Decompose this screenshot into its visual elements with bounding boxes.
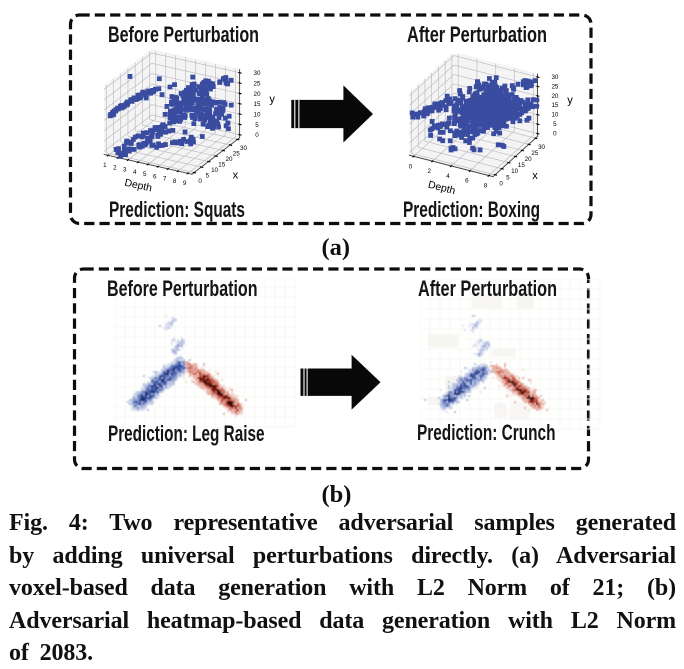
- svg-text:2: 2: [113, 164, 117, 171]
- svg-text:20: 20: [525, 156, 532, 163]
- svg-text:25: 25: [531, 149, 538, 156]
- svg-text:20: 20: [254, 90, 261, 97]
- svg-text:0: 0: [553, 130, 557, 137]
- svg-text:x: x: [532, 170, 538, 182]
- svg-text:25: 25: [233, 150, 240, 157]
- svg-text:0: 0: [499, 180, 503, 187]
- svg-text:10: 10: [254, 111, 261, 118]
- svg-text:30: 30: [551, 73, 558, 80]
- svg-text:7: 7: [163, 175, 167, 182]
- svg-text:5: 5: [255, 121, 259, 128]
- svg-text:3: 3: [123, 166, 127, 173]
- svg-text:20: 20: [551, 92, 558, 99]
- svg-text:5: 5: [553, 121, 557, 128]
- svg-text:0: 0: [255, 132, 259, 139]
- svg-text:y: y: [567, 94, 573, 106]
- svg-text:6: 6: [465, 177, 469, 184]
- svg-text:10: 10: [211, 167, 218, 174]
- svg-text:30: 30: [240, 145, 247, 152]
- svg-text:4: 4: [446, 172, 450, 179]
- svg-text:1: 1: [103, 162, 107, 169]
- svg-text:30: 30: [538, 143, 545, 150]
- svg-text:15: 15: [254, 101, 261, 108]
- svg-text:25: 25: [551, 83, 558, 90]
- svg-text:8: 8: [173, 177, 177, 184]
- svg-text:15: 15: [518, 162, 525, 169]
- svg-text:0: 0: [199, 178, 203, 185]
- svg-text:5: 5: [206, 172, 210, 179]
- svg-text:6: 6: [153, 173, 157, 180]
- svg-text:y: y: [270, 93, 276, 105]
- svg-text:5: 5: [506, 174, 510, 181]
- svg-text:0: 0: [409, 163, 413, 170]
- svg-text:30: 30: [254, 70, 261, 77]
- svg-text:4: 4: [133, 168, 137, 175]
- svg-text:5: 5: [143, 171, 147, 178]
- svg-text:15: 15: [218, 161, 225, 168]
- svg-text:2: 2: [427, 168, 431, 175]
- svg-text:x: x: [233, 169, 239, 181]
- svg-text:10: 10: [511, 168, 518, 175]
- svg-text:20: 20: [226, 156, 233, 163]
- svg-text:15: 15: [551, 102, 558, 109]
- svg-text:8: 8: [484, 182, 488, 189]
- svg-text:9: 9: [183, 180, 187, 187]
- svg-text:10: 10: [551, 111, 558, 118]
- svg-text:25: 25: [254, 80, 261, 87]
